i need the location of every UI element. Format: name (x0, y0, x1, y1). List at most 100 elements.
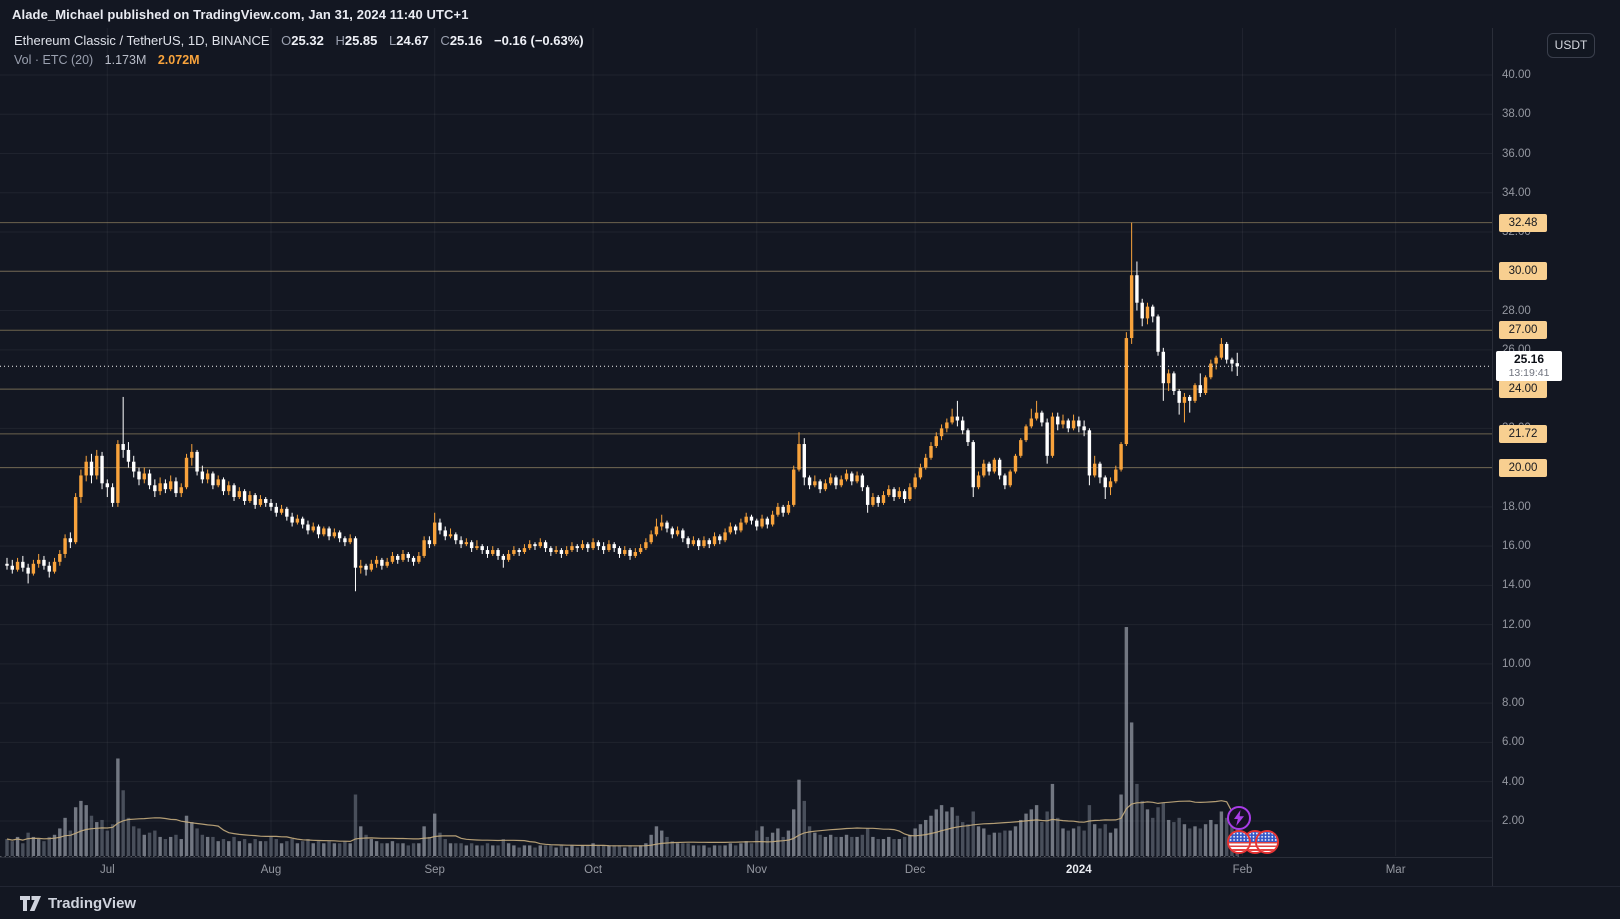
candlestick (374, 559, 379, 564)
candlestick (538, 542, 542, 547)
lightning-sticker[interactable] (1227, 806, 1251, 830)
volume-bar (707, 847, 711, 856)
volume-bar (1077, 826, 1081, 856)
candlestick (491, 550, 495, 554)
time-axis-label: 2024 (1066, 864, 1092, 876)
candlestick (897, 491, 902, 498)
volume-bar (269, 836, 273, 856)
candlestick (644, 542, 648, 549)
volume-bar (881, 839, 886, 856)
candlestick (887, 489, 891, 496)
candlestick (1135, 275, 1139, 303)
candlestick (496, 550, 500, 556)
candlestick (797, 444, 801, 470)
volume-bar (285, 841, 289, 856)
volume-bar (475, 845, 479, 856)
candlestick (5, 563, 9, 566)
candlestick (517, 550, 521, 553)
us-flag-sticker[interactable] (1227, 830, 1251, 854)
candlestick (559, 550, 564, 554)
candlestick (1050, 416, 1055, 456)
candlestick (992, 459, 997, 472)
volume-bar (253, 839, 257, 856)
volume-bar (623, 847, 627, 856)
volume-bar (300, 841, 305, 856)
candlestick (1166, 373, 1171, 384)
volume-bar (132, 826, 136, 856)
volume-bar (100, 819, 104, 856)
candlestick (1034, 412, 1039, 419)
currency-button[interactable]: USDT (1547, 33, 1595, 58)
candlestick (469, 542, 474, 549)
volume-bar (422, 826, 426, 856)
volume-bar (728, 843, 733, 856)
volume-bar (105, 830, 110, 856)
candlestick (596, 542, 601, 547)
candlestick (865, 487, 870, 505)
volume-bar (406, 845, 410, 856)
candlestick (100, 455, 104, 484)
volume-bar (184, 815, 189, 856)
tradingview-logo[interactable]: TradingView (20, 895, 136, 912)
candlestick (480, 546, 484, 551)
candlestick (216, 479, 220, 486)
candlestick (1003, 475, 1007, 486)
candlestick (850, 473, 854, 482)
candlestick (781, 506, 785, 513)
price-axis[interactable]: USDT 25.16 13:19:41 40.00 38.00 36.00 34.00… (1492, 28, 1620, 886)
candlestick (475, 546, 479, 549)
candlestick (163, 483, 168, 490)
volume-bar (10, 841, 14, 856)
volume-bar (1092, 824, 1097, 856)
chart-legend: Ethereum Classic / TetherUS, 1D, BINANCE… (14, 33, 584, 67)
candlestick (1198, 385, 1202, 394)
candlestick (31, 563, 36, 574)
volume-bar (485, 843, 490, 856)
candlestick (681, 530, 685, 539)
bar-countdown: 13:19:41 (1508, 367, 1550, 380)
chart-pane[interactable] (0, 0, 1492, 857)
candlestick (147, 473, 152, 486)
candlestick (290, 516, 294, 523)
volume-bar (596, 845, 601, 856)
candlestick (1114, 469, 1118, 482)
volume-bar (617, 845, 622, 856)
price-axis-label: 18.00 (1502, 500, 1531, 513)
volume-bar (353, 794, 358, 856)
time-axis-label: Dec (904, 864, 926, 876)
volume-bar (638, 845, 643, 856)
candlestick (179, 487, 183, 494)
candlestick (200, 471, 205, 480)
volume-bar (786, 830, 791, 856)
volume-bar (601, 845, 606, 856)
published-line: Alade_Michael published on TradingView.c… (12, 7, 469, 22)
candlestick (58, 553, 62, 562)
candlestick (364, 565, 368, 570)
volume-bar (227, 841, 231, 856)
price-axis-label: 16.00 (1502, 540, 1531, 553)
candlestick (522, 548, 527, 553)
volume-bar (443, 839, 447, 856)
volume-bar (813, 832, 817, 856)
candlestick (1172, 373, 1176, 392)
candlestick (982, 463, 986, 476)
time-axis[interactable]: Jul Aug Sep Oct Nov Dec 2024 Feb Mar (0, 857, 1492, 887)
candlestick (343, 538, 347, 543)
candlestick (116, 444, 120, 503)
volume-bar (892, 839, 896, 856)
volume-bar (776, 828, 780, 856)
candlestick (26, 567, 30, 574)
candlestick (1098, 463, 1102, 478)
volume-bar (343, 841, 347, 856)
candlestick (79, 475, 83, 498)
volume-bar (116, 758, 120, 856)
candlestick (1077, 420, 1081, 427)
volume-bar (765, 836, 770, 856)
us-flag-sticker[interactable] (1255, 830, 1279, 854)
volume-bar (506, 843, 511, 856)
time-axis-label: Sep (424, 864, 445, 876)
candlestick (712, 536, 717, 545)
volume-bar (665, 836, 669, 856)
volume-bar (264, 841, 268, 856)
price-level-label: 30.00 (1499, 262, 1547, 281)
